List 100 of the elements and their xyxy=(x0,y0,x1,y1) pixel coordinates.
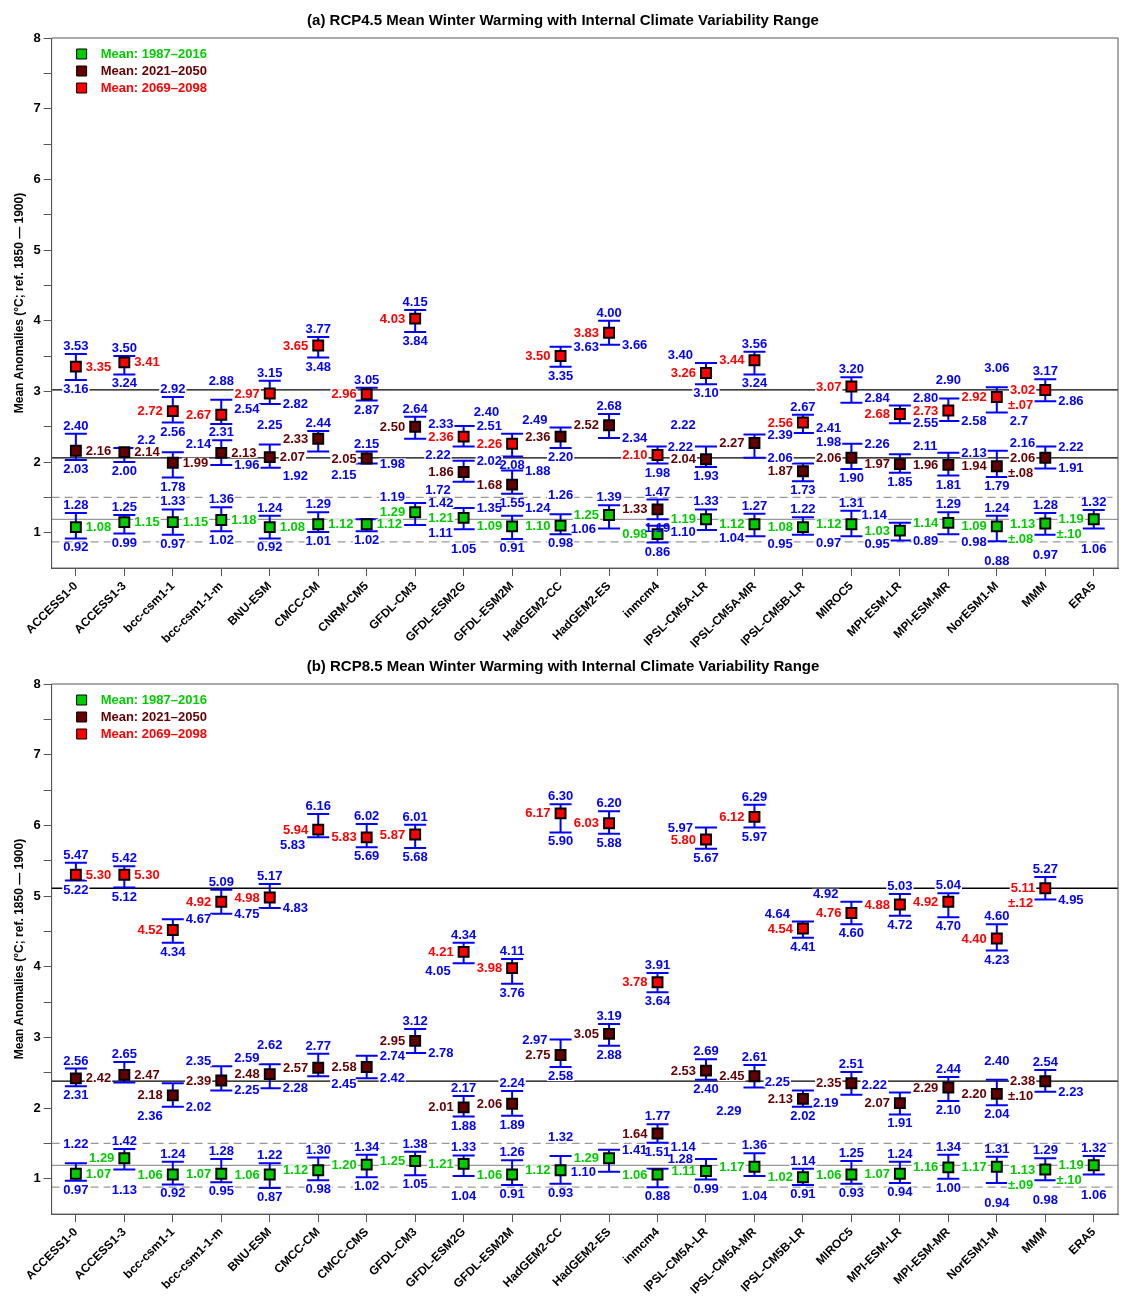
data-label: 2.97 xyxy=(234,385,260,401)
data-label: 5.87 xyxy=(379,826,406,842)
data-label: 2.52 xyxy=(573,417,600,433)
annotation: 1.02 xyxy=(354,532,380,548)
data-label: 3.26 xyxy=(670,365,696,381)
point xyxy=(457,945,470,958)
annotation: 3.24 xyxy=(741,375,768,391)
annotation: 1.92 xyxy=(282,467,309,483)
annotation: 2.80 xyxy=(912,389,939,405)
point xyxy=(796,465,809,478)
data-label: 2.14 xyxy=(134,444,161,460)
annotation: 0.95 xyxy=(767,536,793,552)
point xyxy=(166,405,179,418)
annotation: 1.01 xyxy=(305,533,331,549)
annotation: 1.00 xyxy=(935,1179,962,1195)
data-label: 2.18 xyxy=(137,1087,163,1103)
data-label: 2.95 xyxy=(379,1032,406,1048)
point xyxy=(651,976,664,989)
data-label: 1.21 xyxy=(428,509,454,525)
annotation: 1.24 xyxy=(160,1145,187,1161)
point xyxy=(409,1034,422,1047)
point xyxy=(166,516,179,529)
point xyxy=(603,509,615,522)
point xyxy=(1087,1159,1100,1172)
point xyxy=(796,1171,809,1184)
annotation: 5.67 xyxy=(693,849,719,865)
annotation: 2.51 xyxy=(476,418,502,434)
annotation: 3.19 xyxy=(596,1008,622,1024)
point xyxy=(118,356,131,369)
annotation: 1.39 xyxy=(596,489,622,505)
annotation: 0.95 xyxy=(208,1183,234,1199)
annotation: 2.29 xyxy=(716,1102,742,1118)
annotation: 1.25 xyxy=(111,499,137,515)
point xyxy=(506,478,519,491)
annotation: 1.36 xyxy=(208,491,234,507)
annotation: 1.30 xyxy=(305,1141,331,1157)
annotation: 2.56 xyxy=(63,1052,89,1068)
annotation: ±.07 xyxy=(1008,397,1034,413)
point xyxy=(506,437,519,450)
point xyxy=(748,810,761,823)
annotation: 2.2 xyxy=(137,432,156,447)
point xyxy=(651,449,664,461)
point xyxy=(263,451,276,464)
annotation: 1.31 xyxy=(838,494,865,510)
point xyxy=(554,519,567,532)
data-label: 2.35 xyxy=(816,1075,842,1091)
annotation: 4.75 xyxy=(234,905,260,921)
data-label: 6.12 xyxy=(719,808,745,824)
data-label: 1.09 xyxy=(476,518,503,534)
annotation: 1.77 xyxy=(644,1108,671,1124)
data-label: 1.25 xyxy=(379,1153,406,1169)
point xyxy=(1087,513,1100,526)
y-axis-title: Mean Anomalies (°C; ref. 1850 — 1900) xyxy=(11,192,26,414)
point xyxy=(942,1161,955,1174)
data-label: 1.12 xyxy=(719,516,745,532)
data-label: 3.07 xyxy=(816,378,842,394)
annotation: 2.51 xyxy=(838,1056,865,1072)
annotation: 2.58 xyxy=(547,1068,574,1084)
annotation: 0.92 xyxy=(160,1185,186,1201)
annotation: 5.90 xyxy=(547,833,574,849)
point xyxy=(1039,1163,1052,1176)
data-label: 2.53 xyxy=(670,1062,696,1078)
data-label: 2.06 xyxy=(816,449,842,465)
data-label: 1.03 xyxy=(864,522,890,538)
annotation: 0.93 xyxy=(838,1184,865,1200)
annotation: 0.98 xyxy=(1032,1192,1058,1208)
point xyxy=(845,1168,858,1181)
annotation: 2.54 xyxy=(1032,1053,1059,1069)
data-label: 1.97 xyxy=(864,456,890,472)
annotation: 4.23 xyxy=(984,951,1010,967)
chart-title: (a) RCP4.5 Mean Winter Warming with Internal Climate Variability Range xyxy=(307,11,819,29)
annotation: 1.81 xyxy=(935,476,962,492)
data-label: 2.01 xyxy=(428,1099,454,1115)
point xyxy=(893,1167,906,1180)
annotation: 1.91 xyxy=(1058,460,1084,476)
point xyxy=(69,1167,82,1180)
data-label: 1.25 xyxy=(573,507,600,523)
y-tick-label: 5 xyxy=(33,887,41,903)
annotation: 2.35 xyxy=(185,1053,212,1069)
annotation: 2.33 xyxy=(428,415,454,431)
annotation: 2.40 xyxy=(984,1052,1010,1068)
point xyxy=(651,503,664,516)
annotation: 0.88 xyxy=(644,1188,671,1204)
annotation: 0.91 xyxy=(499,540,525,556)
data-label: 2.06 xyxy=(476,1095,503,1111)
y-tick-label: 7 xyxy=(33,746,41,762)
annotation: 5.83 xyxy=(279,837,306,853)
data-label: 3.65 xyxy=(282,337,309,353)
annotation: 0.91 xyxy=(499,1186,525,1202)
point xyxy=(360,831,373,844)
annotation: 5.17 xyxy=(257,868,283,884)
annotation: 0.98 xyxy=(305,1181,331,1197)
annotation: 2.86 xyxy=(1058,393,1084,409)
data-label: 2.42 xyxy=(85,1070,112,1086)
annotation: 1.02 xyxy=(354,1178,380,1194)
annotation: 1.98 xyxy=(379,455,406,471)
annotation: 1.33 xyxy=(450,1139,477,1155)
data-label: 5.30 xyxy=(85,866,112,882)
annotation: 2.22 xyxy=(861,1076,887,1092)
point xyxy=(700,453,712,466)
